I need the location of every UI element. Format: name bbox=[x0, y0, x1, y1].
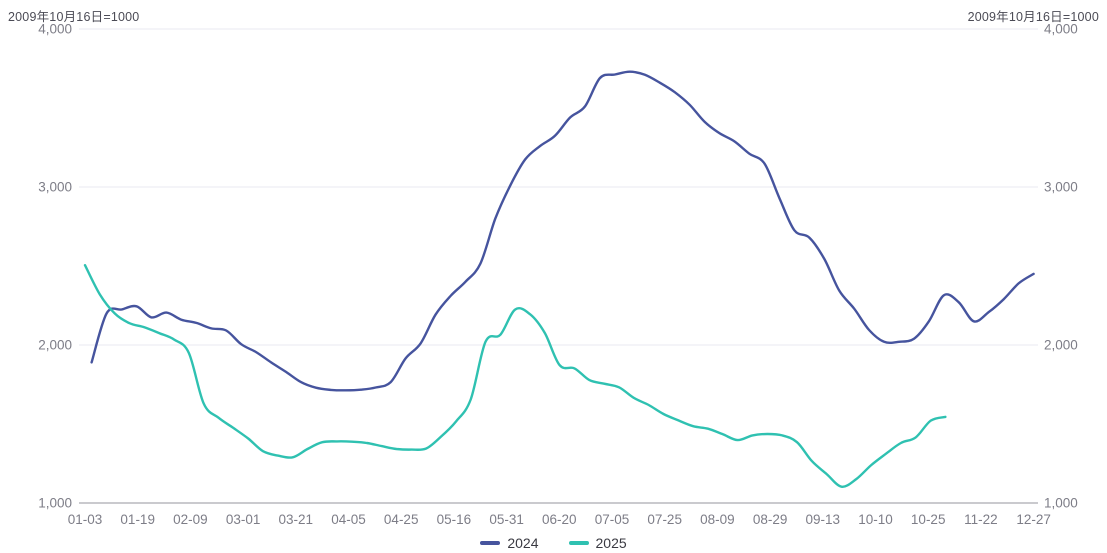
legend-label-2025: 2025 bbox=[595, 535, 627, 551]
x-tick-label: 10-25 bbox=[911, 512, 946, 527]
x-tick-label: 04-05 bbox=[331, 512, 366, 527]
legend-swatch-2025 bbox=[568, 541, 589, 545]
y-tick-label-left: 1,000 bbox=[38, 496, 72, 511]
series-line-2024 bbox=[90, 70, 1035, 392]
x-tick-label: 12-27 bbox=[1016, 512, 1051, 527]
x-tick-label: 03-01 bbox=[226, 512, 261, 527]
x-tick-label: 08-29 bbox=[753, 512, 788, 527]
x-tick-label: 11-22 bbox=[964, 512, 998, 527]
x-tick-label: 05-31 bbox=[489, 512, 524, 527]
x-tick-label: 07-25 bbox=[647, 512, 682, 527]
y-tick-label-right: 1,000 bbox=[1044, 496, 1078, 511]
legend-item-2024[interactable]: 2024 bbox=[480, 535, 539, 551]
legend-swatch-2024 bbox=[480, 541, 501, 545]
x-tick-label: 07-05 bbox=[595, 512, 630, 527]
chart-legend: 2024 2025 bbox=[0, 533, 1107, 553]
legend-item-2025[interactable]: 2025 bbox=[568, 535, 627, 551]
y-tick-label-left: 3,000 bbox=[38, 180, 72, 195]
x-tick-label: 09-13 bbox=[806, 512, 841, 527]
y-tick-label-right: 2,000 bbox=[1044, 338, 1078, 353]
y-tick-label-right: 3,000 bbox=[1044, 180, 1078, 195]
y-tick-label-right: 4,000 bbox=[1044, 22, 1078, 37]
x-tick-label: 04-25 bbox=[384, 512, 419, 527]
x-tick-label: 10-10 bbox=[858, 512, 893, 527]
x-tick-label: 01-03 bbox=[68, 512, 103, 527]
x-tick-label: 08-09 bbox=[700, 512, 735, 527]
index-base-note-right: 2009年10月16日=1000 bbox=[967, 10, 1099, 24]
x-tick-label: 02-09 bbox=[173, 512, 208, 527]
x-tick-label: 01-19 bbox=[120, 512, 155, 527]
x-tick-label: 05-16 bbox=[437, 512, 472, 527]
y-tick-label-left: 2,000 bbox=[38, 338, 72, 353]
legend-label-2024: 2024 bbox=[507, 535, 539, 551]
y-tick-label-left: 4,000 bbox=[38, 22, 72, 37]
x-tick-label: 06-20 bbox=[542, 512, 577, 527]
series-line-2025 bbox=[83, 264, 947, 488]
x-tick-label: 03-21 bbox=[279, 512, 314, 527]
index-base-note-left: 2009年10月16日=1000 bbox=[8, 10, 140, 24]
